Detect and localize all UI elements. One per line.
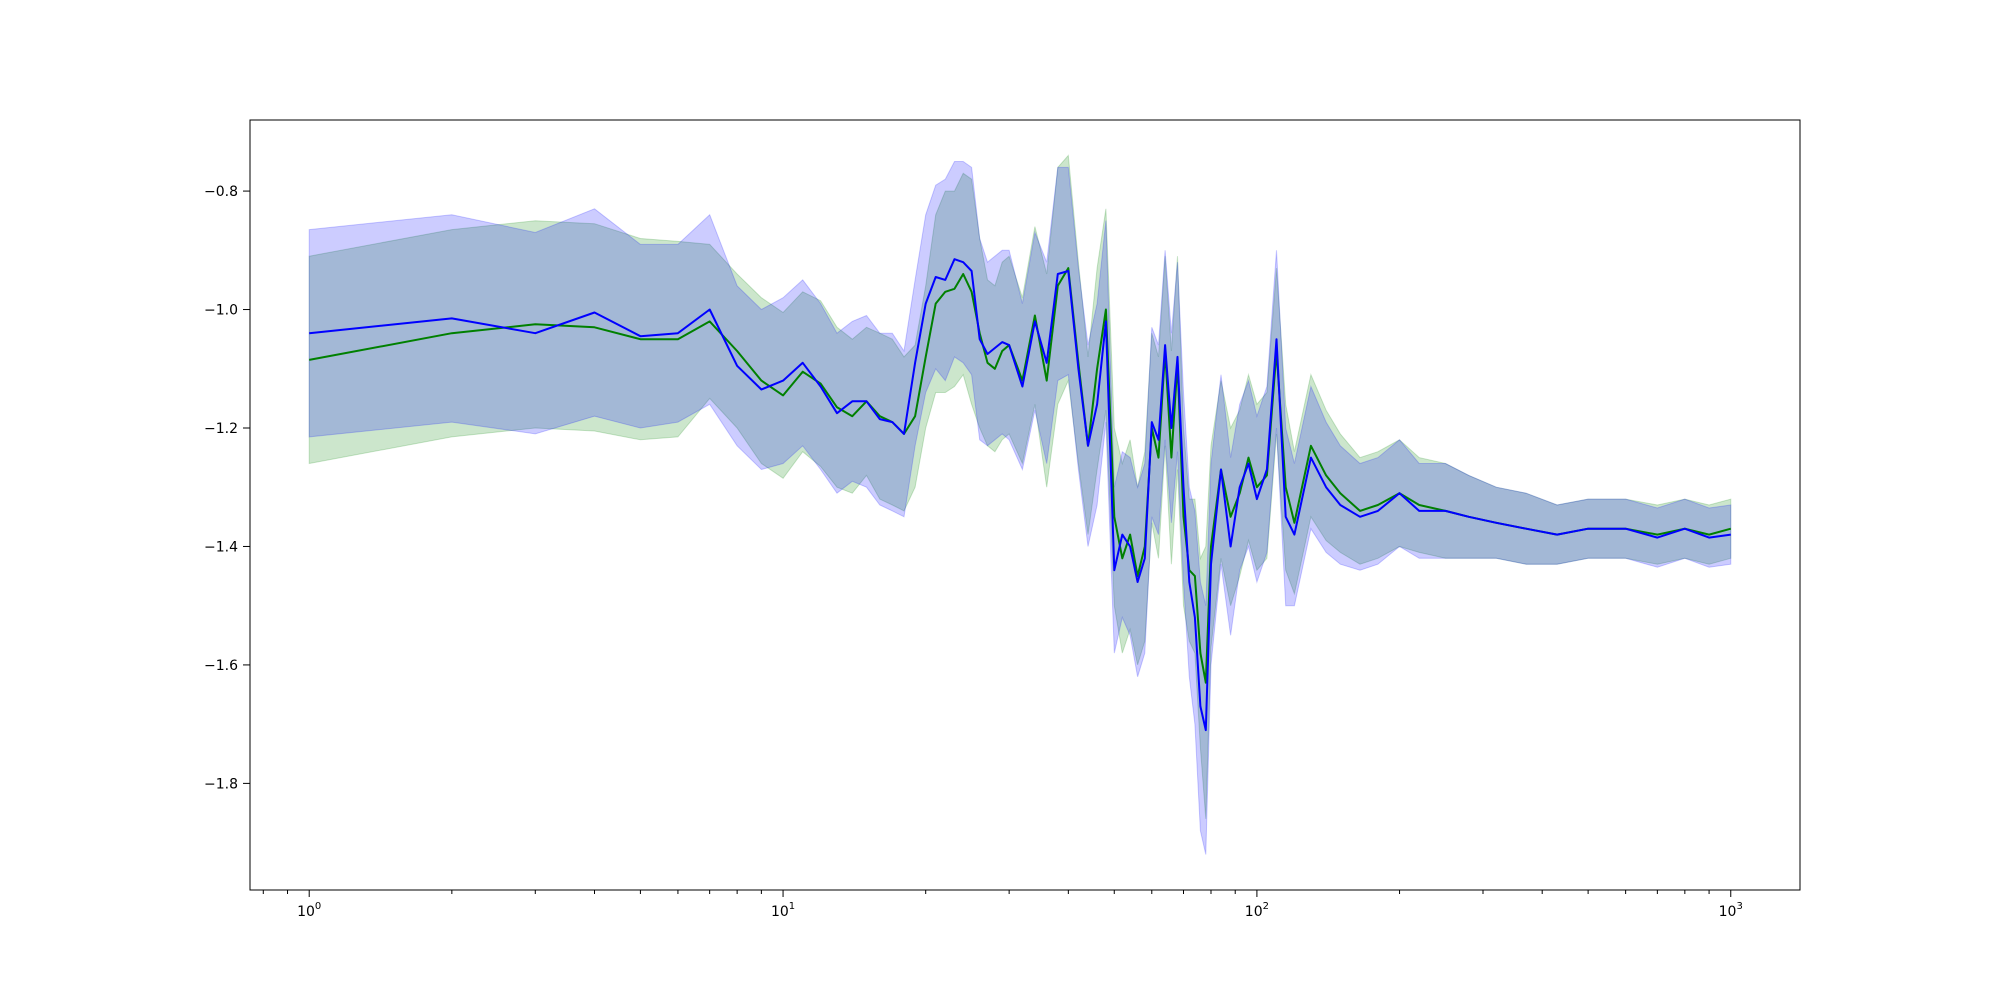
plot-area (249, 119, 1801, 891)
x-tick-label: 100 (297, 901, 321, 920)
series-2-line (309, 258, 1731, 732)
y-tick-label: −0.8 (204, 184, 238, 200)
x-axis: 100 101 102 103 (262, 890, 1743, 920)
series-1-band (308, 154, 1732, 819)
series-lines (309, 258, 1732, 732)
x-tick-label: 101 (771, 901, 795, 920)
y-tick-label: −1.6 (204, 658, 238, 674)
y-tick-label: −1.8 (204, 776, 238, 792)
x-tick-label: 103 (1719, 901, 1743, 920)
x-tick-label: 102 (1245, 901, 1269, 920)
y-tick-label: −1.0 (204, 303, 238, 319)
series-1-line (309, 267, 1732, 684)
y-axis: −0.8 −1.0 −1.2 −1.4 −1.6 −1.8 (204, 184, 250, 792)
y-tick-label: −1.2 (204, 421, 238, 437)
axes-background (250, 120, 1800, 890)
axes-frame (249, 119, 1801, 891)
y-tick-label: −1.4 (204, 539, 238, 555)
